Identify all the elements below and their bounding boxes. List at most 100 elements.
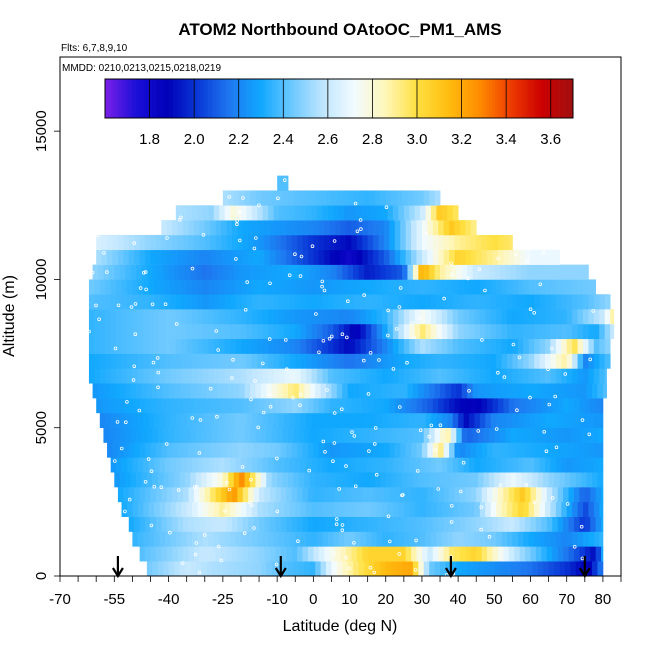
heatmap-cell: [177, 220, 184, 236]
sample-point: [368, 565, 373, 570]
heatmap-cell: [132, 412, 139, 429]
heatmap-cell: [199, 442, 206, 458]
heatmap-cell: [497, 442, 504, 458]
sample-point: [479, 505, 484, 510]
heatmap-cell: [105, 294, 112, 310]
heatmap-cell: [347, 190, 354, 206]
sample-point: [174, 322, 179, 326]
heatmap-cell: [454, 398, 461, 414]
heatmap-cell: [336, 264, 343, 280]
heatmap-cell: [371, 294, 378, 310]
heatmap-cell: [128, 487, 135, 503]
sample-point: [368, 350, 373, 355]
heatmap-cell: [306, 279, 312, 295]
heatmap-cell: [255, 190, 262, 206]
heatmap-cell: [179, 561, 186, 576]
heatmap-cell: [322, 338, 329, 354]
heatmap-cell: [354, 353, 361, 369]
heatmap-cell: [107, 249, 113, 265]
heatmap-cell: [554, 264, 560, 280]
heatmap-cell: [438, 398, 445, 414]
heatmap-cell: [517, 412, 524, 429]
heatmap-cell: [208, 368, 215, 384]
heatmap-cell: [468, 531, 475, 547]
heatmap-cell: [280, 442, 287, 458]
heatmap-cell: [458, 338, 464, 354]
sample-point: [287, 273, 292, 278]
heatmap-cell: [593, 412, 600, 429]
colorbar-swatch: [534, 79, 538, 118]
heatmap-cell: [476, 442, 483, 458]
heatmap-cell: [373, 234, 379, 251]
heatmap-cell: [470, 487, 477, 503]
colorbar-swatch: [302, 79, 306, 118]
heatmap-cell: [192, 412, 198, 429]
heatmap-cell: [367, 546, 374, 562]
heatmap-cell: [230, 412, 236, 429]
heatmap-cell: [389, 442, 396, 458]
sample-point: [372, 442, 377, 446]
heatmap-cell: [521, 383, 528, 399]
sample-point: [87, 329, 91, 334]
heatmap-cell: [572, 353, 578, 369]
colorbar-swatch: [171, 79, 175, 118]
heatmap-cell: [150, 442, 157, 458]
heatmap-cell: [354, 531, 361, 547]
heatmap-cell: [192, 457, 198, 473]
heatmap-cell: [295, 457, 302, 473]
heatmap-cell: [487, 487, 493, 503]
sample-point: [254, 236, 258, 240]
sample-point: [323, 449, 327, 454]
heatmap-cell: [264, 546, 271, 562]
heatmap-cell: [148, 457, 155, 473]
heatmap-cell: [586, 427, 593, 443]
heatmap-cell: [418, 561, 425, 576]
heatmap-cell: [318, 220, 325, 236]
heatmap-cell: [434, 561, 441, 576]
x-axis: -70 -55 -40 -25 -10 0 10 20 30 40 50 60 70 80: [49, 576, 622, 608]
heatmap-cell: [116, 309, 122, 325]
heatmap-cell: [577, 279, 584, 295]
heatmap-cell: [126, 368, 133, 384]
heatmap-cell: [208, 338, 215, 354]
heatmap-cell: [358, 561, 365, 576]
heatmap-cell: [519, 516, 526, 532]
heatmap-cell: [492, 442, 499, 458]
heatmap-cell: [275, 516, 282, 532]
heatmap-cell: [508, 234, 513, 251]
colorbar-swatch: [230, 79, 234, 118]
heatmap-cell: [269, 516, 276, 532]
heatmap-cell: [342, 190, 349, 206]
heatmap-cell: [253, 442, 260, 458]
heatmap-cell: [193, 234, 200, 251]
dates-subtitle: MMDD: 0210,0213,0215,0218,0219: [62, 63, 221, 74]
heatmap-cell: [570, 383, 577, 399]
sample-point: [554, 445, 559, 450]
colorbar-swatch: [411, 79, 415, 118]
heatmap-cell: [443, 546, 450, 562]
colorbar-swatch: [280, 79, 284, 118]
heatmap-cell: [295, 412, 302, 429]
heatmap-cell: [505, 561, 512, 576]
heatmap-cell: [599, 457, 604, 473]
heatmap-cell: [221, 249, 227, 265]
heatmap-cell: [268, 338, 274, 354]
heatmap-cell: [103, 383, 110, 399]
sample-point: [541, 251, 546, 255]
heatmap-cell: [592, 561, 598, 576]
heatmap-cell: [572, 457, 578, 473]
heatmap-cell: [474, 353, 481, 369]
heatmap-cell: [516, 383, 522, 399]
heatmap-cell: [260, 427, 267, 443]
heatmap-cell: [610, 323, 615, 340]
heatmap-cell: [168, 383, 175, 399]
heatmap-cell: [532, 264, 539, 280]
heatmap-cell: [289, 323, 296, 340]
heatmap-cell: [174, 561, 180, 576]
heatmap-cell: [441, 412, 448, 429]
heatmap-cell: [126, 501, 133, 517]
sample-point: [241, 196, 245, 200]
heatmap-cell: [405, 398, 412, 414]
heatmap-cell: [360, 457, 367, 473]
heatmap-cell: [222, 383, 229, 399]
